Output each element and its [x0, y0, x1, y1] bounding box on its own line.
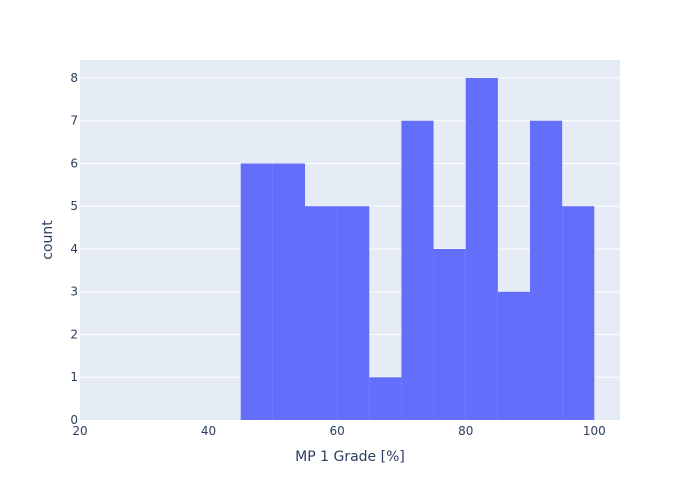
y-tick-label: 2 — [70, 327, 78, 341]
y-tick-label: 3 — [70, 285, 78, 299]
x-tick-label: 80 — [458, 424, 473, 438]
y-tick-label: 6 — [70, 156, 78, 170]
y-axis-ticks: 0 1 2 3 4 5 6 7 8 — [70, 71, 78, 427]
histogram-bar — [465, 77, 498, 420]
y-axis-title: count — [40, 220, 56, 260]
x-tick-label: 20 — [72, 424, 87, 438]
histogram-bar — [369, 377, 402, 420]
x-axis-title: MP 1 Grade [%] — [295, 449, 405, 465]
y-tick-label: 5 — [70, 199, 78, 213]
y-tick-label: 8 — [70, 71, 78, 85]
x-tick-label: 40 — [201, 424, 216, 438]
histogram-bar — [562, 206, 595, 420]
histogram-bar — [240, 163, 273, 420]
x-axis-ticks: 20 40 60 80 100 — [72, 424, 605, 438]
histogram-bar — [497, 291, 530, 420]
y-tick-label: 7 — [70, 114, 78, 128]
y-tick-label: 1 — [70, 370, 78, 384]
bars — [240, 77, 595, 420]
y-tick-label: 4 — [70, 242, 78, 256]
histogram-bar — [305, 206, 338, 420]
histogram-bar — [272, 163, 305, 420]
histogram-bar — [401, 120, 434, 420]
x-tick-label: 60 — [330, 424, 345, 438]
histogram-bar — [530, 120, 563, 420]
x-tick-label: 100 — [583, 424, 606, 438]
y-tick-label: 0 — [70, 413, 78, 427]
histogram-bar — [433, 248, 466, 420]
histogram-bar — [337, 206, 370, 420]
